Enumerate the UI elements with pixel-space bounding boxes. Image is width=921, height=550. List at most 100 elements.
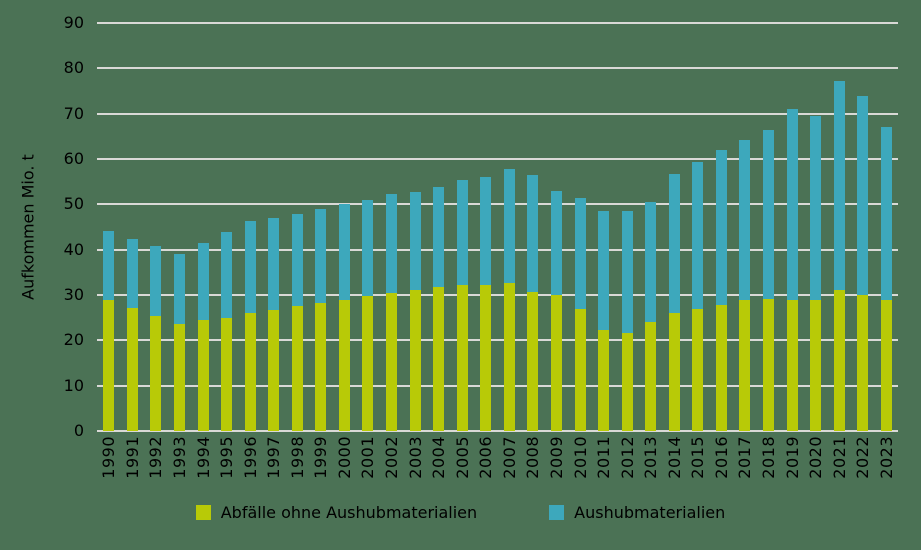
bar-slot-2011: [592, 23, 616, 431]
bar-2003: [409, 191, 421, 431]
bar-segment: [409, 290, 421, 431]
bar-2020: [810, 115, 822, 431]
x-label-slot-1999: 1999: [309, 436, 333, 498]
y-tick-label-80: 80: [63, 58, 84, 78]
bar-segment: [150, 316, 162, 431]
bar-1994: [197, 242, 209, 431]
x-label-slot-2020: 2020: [804, 436, 828, 498]
bar-segment: [480, 284, 492, 431]
x-label-slot-1997: 1997: [262, 436, 286, 498]
x-tick-label-2007: 2007: [499, 436, 519, 479]
bar-segment: [244, 313, 256, 431]
bar-2005: [456, 180, 468, 431]
y-axis-title: Aufkommen Mio. t: [18, 154, 38, 300]
bar-segment: [409, 191, 421, 291]
bar-segment: [527, 175, 539, 293]
bar-slot-2005: [450, 23, 474, 431]
bar-slot-2014: [663, 23, 687, 431]
bar-slot-2000: [333, 23, 357, 431]
bar-segment: [810, 299, 822, 431]
bar-2009: [550, 190, 562, 431]
bar-1995: [221, 232, 233, 431]
x-label-slot-2009: 2009: [545, 436, 569, 498]
x-tick-label-2002: 2002: [382, 436, 402, 479]
bar-segment: [221, 317, 233, 431]
x-label-slot-2017: 2017: [733, 436, 757, 498]
bar-slot-2019: [780, 23, 804, 431]
bar-segment: [456, 180, 468, 286]
bar-segment: [173, 324, 185, 431]
x-tick-label-2004: 2004: [429, 436, 449, 479]
x-tick-label-1992: 1992: [146, 436, 166, 479]
bar-segment: [315, 303, 327, 431]
bar-segment: [456, 285, 468, 431]
x-label-slot-2004: 2004: [427, 436, 451, 498]
x-label-slot-2011: 2011: [592, 436, 616, 498]
x-tick-label-1991: 1991: [122, 436, 142, 479]
bar-segment: [598, 330, 610, 431]
bar-segment: [315, 209, 327, 304]
bar-1997: [268, 217, 280, 431]
bar-slot-1991: [121, 23, 145, 431]
bar-slot-1994: [191, 23, 215, 431]
x-label-slot-2019: 2019: [780, 436, 804, 498]
bar-slot-1998: [286, 23, 310, 431]
bar-segment: [786, 108, 798, 300]
bar-2001: [362, 200, 374, 431]
bar-1998: [291, 214, 303, 431]
x-tick-label-2008: 2008: [523, 436, 543, 479]
bar-2010: [574, 197, 586, 431]
bar-segment: [833, 81, 845, 290]
bar-2006: [480, 176, 492, 431]
x-label-slot-2008: 2008: [521, 436, 545, 498]
bar-slot-2006: [474, 23, 498, 431]
bar-segment: [880, 127, 892, 300]
x-tick-label-1990: 1990: [99, 436, 119, 479]
bar-slot-2022: [851, 23, 875, 431]
x-label-slot-2014: 2014: [663, 436, 687, 498]
bar-segment: [621, 333, 633, 431]
bar-segment: [574, 308, 586, 431]
bar-segment: [621, 211, 633, 334]
x-axis-labels: 1990 1991 1992 1993 1994 1995 1996 1997 1998 1999…: [97, 436, 898, 498]
x-label-slot-2021: 2021: [827, 436, 851, 498]
x-tick-label-1999: 1999: [311, 436, 331, 479]
bar-slot-2001: [356, 23, 380, 431]
bar-slot-1993: [168, 23, 192, 431]
x-label-slot-1994: 1994: [191, 436, 215, 498]
bar-segment: [433, 186, 445, 288]
legend-item-abfaelle: Abfälle ohne Aushubmaterialien: [195, 503, 477, 522]
gridline-50: [97, 203, 898, 205]
bar-segment: [150, 246, 162, 317]
bar-slot-2004: [427, 23, 451, 431]
bar-slot-2023: [875, 23, 899, 431]
bar-segment: [550, 295, 562, 431]
x-label-slot-1990: 1990: [97, 436, 121, 498]
bar-2008: [527, 175, 539, 431]
bar-segment: [810, 115, 822, 300]
x-tick-label-1997: 1997: [264, 436, 284, 479]
bar-segment: [786, 299, 798, 431]
x-label-slot-1993: 1993: [168, 436, 192, 498]
x-label-slot-2001: 2001: [356, 436, 380, 498]
y-tick-label-20: 20: [63, 330, 84, 350]
bar-2018: [763, 130, 775, 431]
bar-segment: [291, 306, 303, 431]
bar-segment: [739, 300, 751, 431]
gridline-20: [97, 339, 898, 341]
x-label-slot-2010: 2010: [568, 436, 592, 498]
gridline-10: [97, 385, 898, 387]
x-tick-label-1993: 1993: [169, 436, 189, 479]
x-label-slot-2022: 2022: [851, 436, 875, 498]
bar-segment: [173, 254, 185, 325]
plot-area: [97, 22, 898, 432]
bar-segment: [550, 190, 562, 296]
bar-1991: [126, 238, 138, 431]
x-tick-label-2019: 2019: [782, 436, 802, 479]
bar-segment: [527, 292, 539, 431]
bar-segment: [221, 232, 233, 318]
bar-segment: [338, 204, 350, 300]
bars-container: [97, 23, 898, 431]
x-label-slot-1991: 1991: [121, 436, 145, 498]
x-tick-label-1994: 1994: [193, 436, 213, 479]
